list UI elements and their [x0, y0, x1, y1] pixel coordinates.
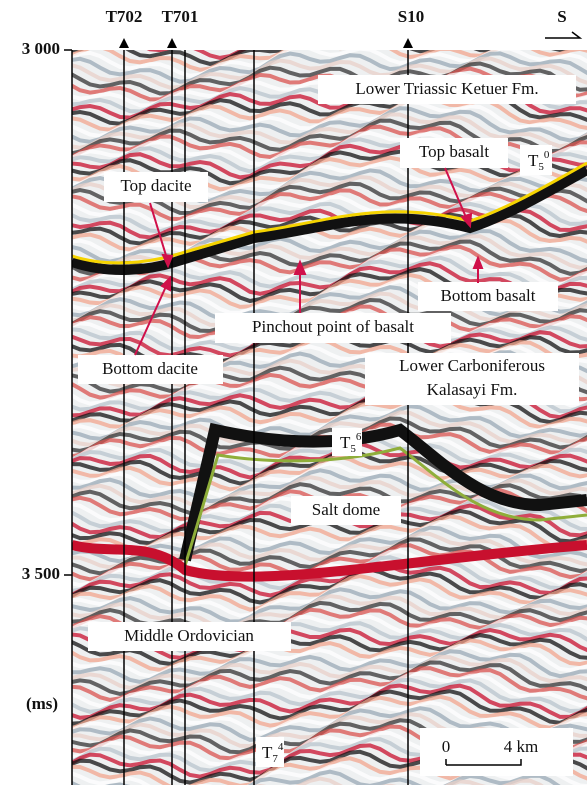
direction-label: S — [557, 7, 566, 26]
annotation: Middle Ordovician — [124, 626, 254, 645]
horizon-base: T — [340, 433, 351, 452]
horizon-sub: 5 — [350, 443, 356, 455]
annotation: Kalasayi Fm. — [427, 380, 518, 399]
horizon-base: T — [528, 151, 539, 170]
horizon-sub: 5 — [538, 161, 544, 173]
annotation: Top dacite — [120, 176, 191, 195]
time-ticks: 3 000 3 500 — [22, 39, 72, 583]
tick-label: 3 500 — [22, 564, 60, 583]
horizon-sup: 6 — [356, 431, 362, 443]
horizon-base: T — [262, 743, 273, 762]
horizon-sup: 4 — [278, 741, 284, 753]
well-label: S10 — [398, 7, 424, 26]
scale-end: 4 km — [504, 737, 538, 756]
annotation: Salt dome — [312, 500, 380, 519]
annotation: Lower Carboniferous — [399, 356, 545, 375]
annotation: Top basalt — [419, 142, 489, 161]
scale-start: 0 — [442, 737, 451, 756]
annotation: Pinchout point of basalt — [252, 317, 414, 336]
well-label: T702 — [106, 7, 143, 26]
tick-label: 3 000 — [22, 39, 60, 58]
annotation: Bottom dacite — [102, 359, 198, 378]
horizon-sub: 7 — [272, 753, 278, 765]
seismic-figure: T702 T701 S10 S (ms) Lower Triassic Ketu… — [0, 0, 587, 785]
annotation: Lower Triassic Ketuer Fm. — [355, 79, 538, 98]
well-label: T701 — [162, 7, 199, 26]
annotation: Bottom basalt — [441, 286, 536, 305]
horizon-sup: 0 — [544, 149, 550, 161]
direction-arrow — [545, 32, 580, 38]
well-markers — [119, 38, 413, 48]
axis-unit: (ms) — [26, 694, 58, 713]
